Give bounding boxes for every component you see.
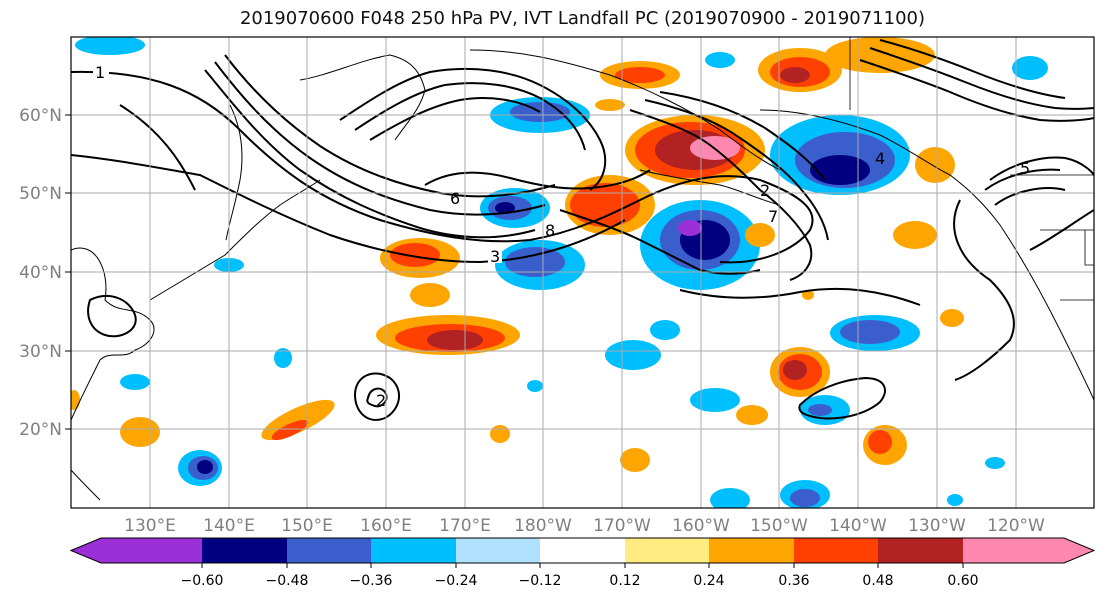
contour-label: 2 [376, 391, 386, 410]
contour-label: 4 [875, 149, 885, 168]
contour-label: 8 [545, 221, 555, 240]
lon-label: 140°E [203, 516, 255, 536]
state-borders [849, 37, 1094, 301]
colorbar-segment [456, 538, 540, 563]
graticule [71, 37, 1094, 508]
contour-label: 1 [95, 63, 105, 82]
colorbar-segment [287, 538, 371, 563]
contour-label: 2 [760, 181, 770, 200]
colorbar-segment [71, 538, 202, 563]
lon-label: 160°W [672, 516, 730, 536]
colorbar-segment [625, 538, 709, 563]
colorbar-segments [69, 537, 1096, 564]
colorbar-tick-label: −0.60 [181, 573, 224, 589]
lon-label: 170°W [593, 516, 651, 536]
colorbar-labels: −0.60 −0.48 −0.36 −0.24 −0.12 0.12 0.24 … [181, 573, 979, 589]
lon-label: 160°E [360, 516, 412, 536]
colorbar-ticks [201, 563, 964, 568]
colorbar-segment [794, 538, 878, 563]
lon-labels: 130°E 140°E 150°E 160°E 170°E 180°W 170°… [124, 516, 1045, 536]
contour-label: 5 [1020, 159, 1030, 178]
colorbar-tick-label: 0.24 [693, 573, 724, 589]
map-title: 2019070600 F048 250 hPa PV, IVT Landfall… [239, 8, 926, 29]
coastlines [71, 49, 1094, 501]
colorbar-segment [709, 538, 794, 563]
lon-label: 180°W [514, 516, 572, 536]
colorbar-segment [878, 538, 963, 563]
colorbar-tick-label: −0.48 [266, 573, 309, 589]
colorbar-tick-label: −0.24 [435, 573, 478, 589]
lon-label: 150°W [750, 516, 808, 536]
lon-label: 130°E [124, 516, 176, 536]
map-field [71, 37, 1094, 508]
lat-label: 60°N [19, 106, 62, 126]
colorbar-tick-label: 0.60 [947, 573, 978, 589]
colorbar-segment [963, 538, 1094, 563]
colorbar: −0.60 −0.48 −0.36 −0.24 −0.12 0.12 0.24 … [69, 537, 1096, 589]
lat-label: 30°N [19, 342, 62, 362]
colorbar-tick-label: 0.12 [609, 573, 640, 589]
lon-label: 120°W [987, 516, 1045, 536]
colorbar-outline [69, 537, 1096, 564]
colorbar-tick-label: −0.36 [350, 573, 393, 589]
lat-label: 20°N [19, 420, 62, 440]
colorbar-segment [540, 538, 625, 563]
colorbar-tick-label: 0.48 [862, 573, 893, 589]
contour-labels: 1 6 8 3 2 5 7 4 2 [93, 63, 1030, 410]
contour-label: 3 [490, 247, 500, 266]
lat-labels: 60°N 50°N 40°N 30°N 20°N [19, 106, 62, 440]
colorbar-tick-label: −0.12 [519, 573, 562, 589]
colorbar-segment [202, 538, 287, 563]
axis-ticks [65, 114, 71, 430]
pv-contours [71, 39, 1094, 421]
anomaly-fill [71, 37, 1048, 508]
lon-label: 130°W [908, 516, 966, 536]
lat-label: 40°N [19, 263, 62, 283]
lon-label: 140°W [829, 516, 887, 536]
colorbar-tick-label: 0.36 [778, 573, 809, 589]
lon-label: 150°E [281, 516, 333, 536]
colorbar-segment [371, 538, 456, 563]
contour-label: 7 [768, 207, 778, 226]
contour-label: 6 [450, 189, 460, 208]
lat-label: 50°N [19, 184, 62, 204]
lon-label: 170°E [439, 516, 491, 536]
